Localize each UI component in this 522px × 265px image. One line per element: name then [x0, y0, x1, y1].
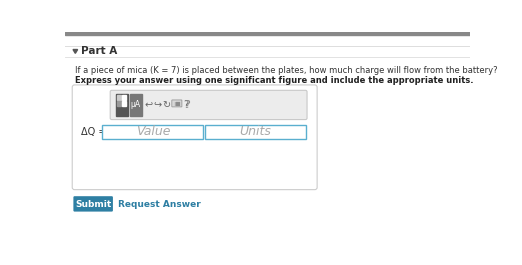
Text: ↪: ↪: [153, 100, 161, 110]
Polygon shape: [73, 50, 78, 53]
Bar: [102, 125, 203, 139]
Bar: [205, 125, 305, 139]
FancyBboxPatch shape: [110, 90, 307, 120]
Text: ▀: ▀: [173, 100, 181, 110]
Text: If a piece of mica (K = 7) is placed between the plates, how much charge will fl: If a piece of mica (K = 7) is placed bet…: [75, 66, 497, 75]
Text: ↩: ↩: [145, 100, 153, 110]
Bar: [65, 32, 470, 35]
Bar: [129, 94, 142, 116]
Bar: [117, 95, 121, 100]
Bar: [122, 95, 126, 100]
Bar: [117, 101, 121, 106]
Text: Submit: Submit: [75, 200, 111, 209]
FancyBboxPatch shape: [72, 85, 317, 190]
Text: Request Answer: Request Answer: [118, 200, 200, 209]
Text: Part A: Part A: [81, 46, 117, 56]
Text: Units: Units: [239, 125, 271, 138]
FancyBboxPatch shape: [172, 100, 182, 107]
Bar: [122, 101, 126, 106]
Text: μA: μA: [130, 100, 141, 109]
Text: Express your answer using one significant figure and include the appropriate uni: Express your answer using one significan…: [75, 77, 473, 85]
Bar: [174, 102, 175, 103]
Bar: [176, 102, 177, 103]
Text: ?: ?: [184, 100, 189, 110]
FancyBboxPatch shape: [74, 196, 113, 211]
Text: ΔQ =: ΔQ =: [81, 127, 106, 137]
Text: ?: ?: [184, 100, 190, 110]
Bar: [176, 104, 177, 105]
Text: Value: Value: [136, 125, 170, 138]
Bar: [174, 104, 175, 105]
Bar: [116, 94, 128, 116]
Text: ↻: ↻: [162, 100, 170, 110]
